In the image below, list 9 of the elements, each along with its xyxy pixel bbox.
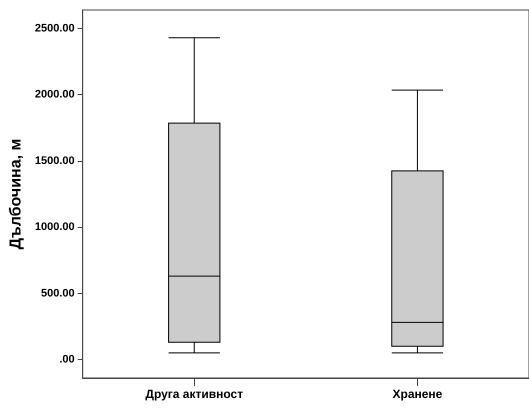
y-tick-label: 2000.00 xyxy=(34,88,75,101)
y-tick-label: 1000.00 xyxy=(34,221,75,234)
x-tick-label: Друга активност xyxy=(145,387,244,401)
y-axis-title: Дълбочина, м xyxy=(8,138,24,250)
y-tick-label: 500.00 xyxy=(41,287,75,300)
x-tick-label: Хранене xyxy=(392,387,443,401)
y-tick-label: .00 xyxy=(59,353,75,366)
y-tick-label: 2500.00 xyxy=(34,22,75,35)
y-tick-label: 1500.00 xyxy=(34,154,75,167)
